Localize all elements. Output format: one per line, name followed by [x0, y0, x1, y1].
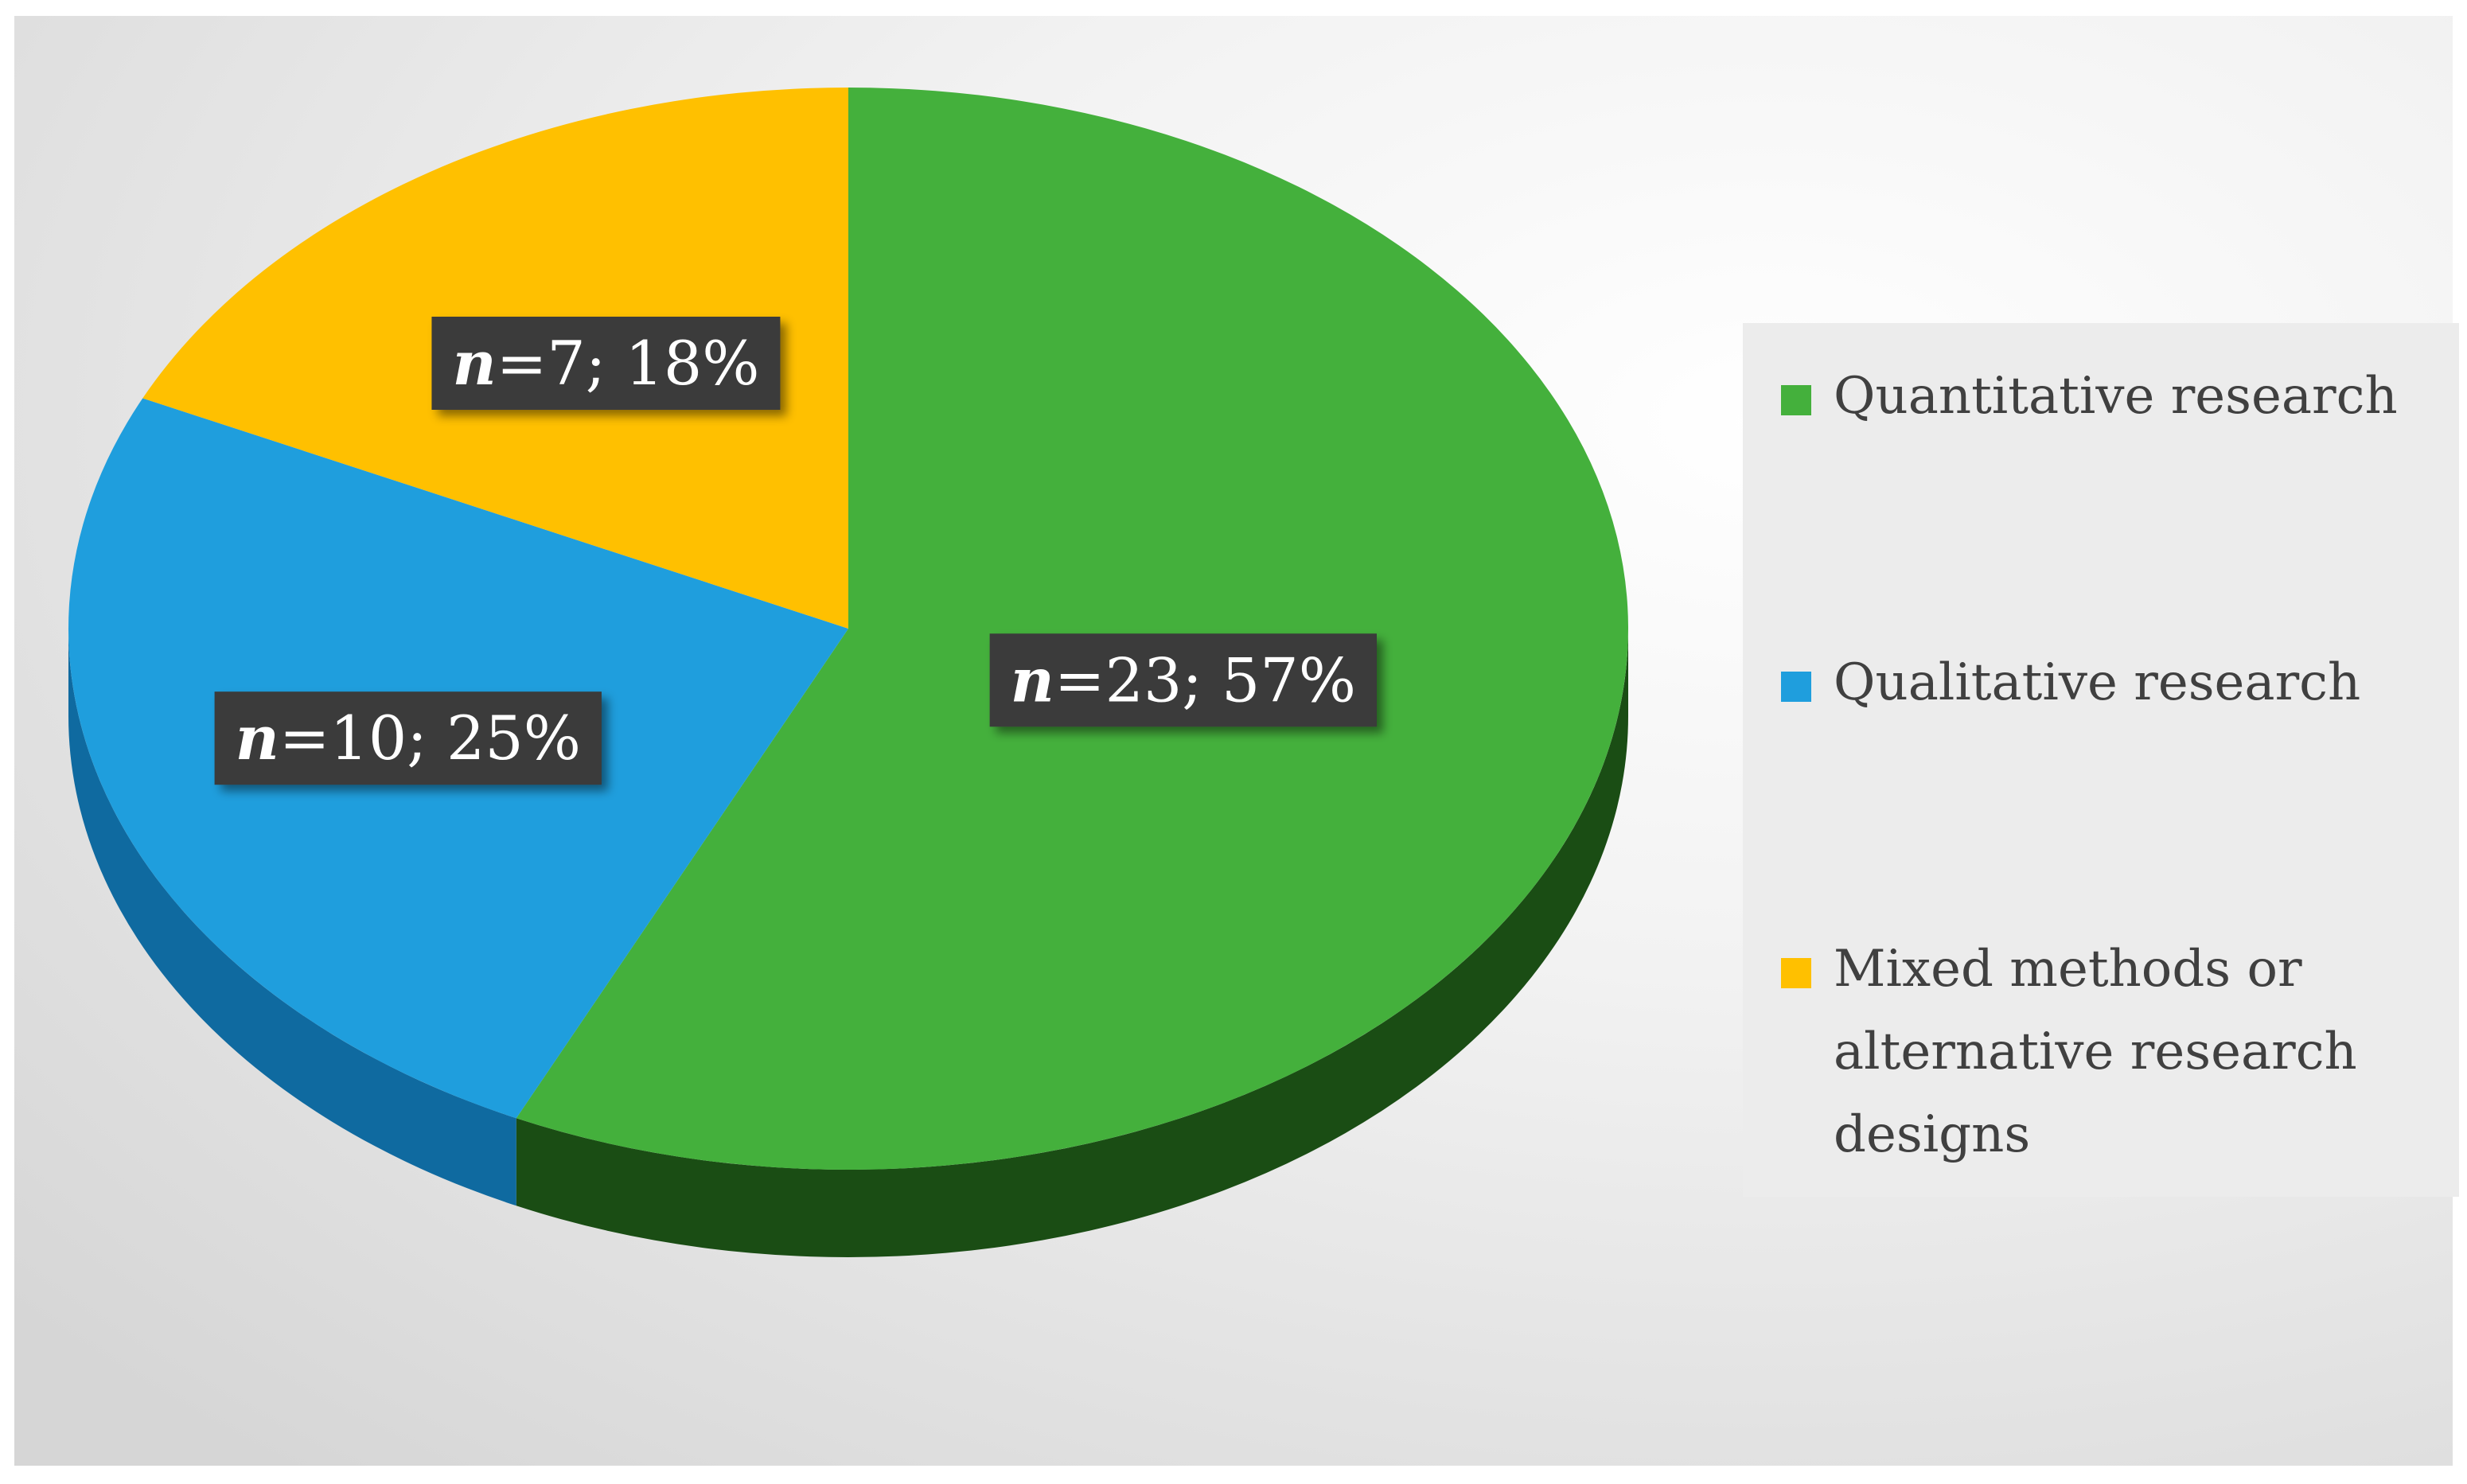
data-label-box-0 [989, 633, 1377, 727]
chart-frame: n=23; 57% n=10; 25% n=7; 18% Quantitative … [14, 16, 2459, 1466]
pie-side-1 [68, 629, 516, 1206]
legend-swatch-1 [1781, 672, 1811, 702]
data-label-text-0: n=23; 57% [1011, 645, 1356, 715]
legend-label-0: Quantitative research [1834, 367, 2398, 426]
legend-swatch-0 [1781, 385, 1811, 415]
legend: Quantitative research Qualitative researc… [1743, 323, 2459, 1197]
pie-data-labels: n=23; 57% n=10; 25% n=7; 18% [214, 316, 1377, 785]
pie-side-0 [516, 629, 1628, 1257]
pie-sides [68, 629, 1628, 1257]
data-label-box-2 [431, 316, 781, 410]
legend-swatch-2 [1781, 958, 1811, 988]
data-label-box-1 [214, 691, 602, 785]
pie-chart: n=23; 57% n=10; 25% n=7; 18% [68, 88, 1628, 1257]
pie-slice-0[interactable] [516, 88, 1628, 1170]
data-label-text-2: n=7; 18% [452, 328, 759, 399]
data-label-text-1: n=10; 25% [236, 703, 581, 773]
legend-label-2: Mixed methods or alternative research desi… [1834, 940, 2357, 1164]
data-label-0: n=23; 57% [989, 633, 1377, 727]
legend-label-1: Qualitative research [1834, 653, 2361, 712]
pie-slices [68, 88, 1628, 1170]
data-label-1: n=10; 25% [214, 691, 602, 785]
data-label-2: n=7; 18% [431, 316, 781, 410]
